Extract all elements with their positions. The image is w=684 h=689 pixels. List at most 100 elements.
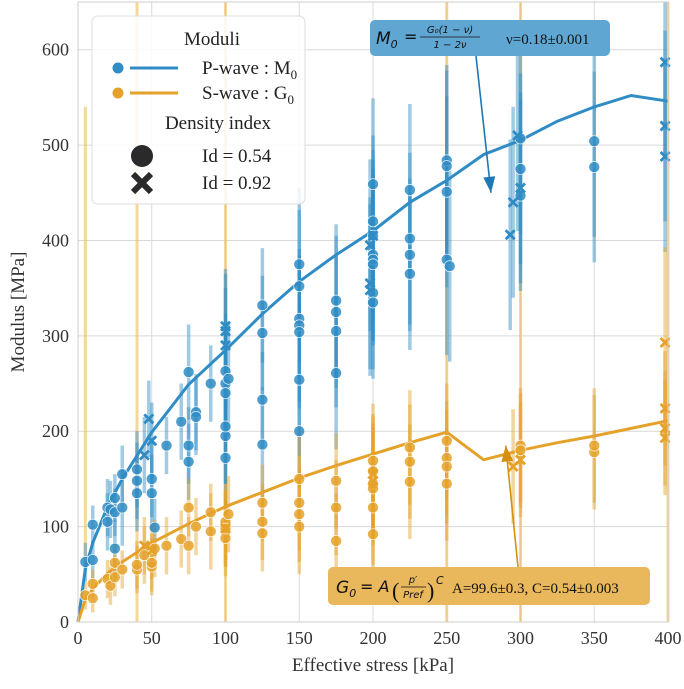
data-point (330, 294, 342, 307)
x-axis-label: Effective stress [kPa] (292, 655, 454, 676)
data-point (182, 501, 195, 514)
p-wave-formula-lhs: M0 (376, 29, 398, 51)
data-point (293, 373, 306, 386)
data-point (256, 516, 269, 528)
x-tick-labels: 0 50 100 150 200 250 300 350 400 (74, 628, 682, 648)
data-point (182, 366, 195, 378)
s-wave-open-paren: ( (392, 578, 399, 603)
legend-circle-marker (131, 145, 153, 167)
data-point (219, 420, 232, 433)
data-point (256, 299, 269, 312)
data-point-x (220, 325, 231, 337)
x-tick-label: 350 (581, 628, 608, 648)
data-point-x (220, 339, 231, 351)
data-point (588, 161, 601, 173)
data-point (256, 496, 269, 509)
data-point (101, 516, 114, 528)
y-tick-label: 0 (60, 612, 69, 632)
s-wave-close-paren: ) (427, 578, 434, 603)
p-wave-formula-eq: = (404, 27, 417, 46)
data-point (109, 492, 121, 504)
data-point (330, 306, 342, 318)
data-point (367, 296, 379, 309)
data-point-x (515, 182, 526, 194)
data-point-x (364, 284, 376, 296)
data-point (330, 475, 342, 487)
data-point (367, 482, 379, 495)
data-point (86, 554, 99, 566)
y-tick-label: 400 (42, 230, 69, 250)
data-point (256, 327, 269, 339)
s-wave-formula-denominator: Pref (403, 590, 424, 601)
data-point (293, 508, 306, 521)
data-point (367, 215, 379, 228)
x-tick-label: 300 (507, 628, 534, 648)
data-point-x (138, 449, 150, 461)
data-point (330, 325, 342, 337)
data-point (86, 518, 99, 531)
data-point (145, 557, 158, 569)
legend-density-title: Density index (165, 113, 272, 134)
data-point (182, 455, 195, 468)
data-point (440, 460, 453, 473)
s-wave-arrow-head (501, 445, 514, 463)
data-point (160, 439, 173, 452)
data-point (443, 260, 456, 273)
p-wave-param-text: ν=0.18±0.001 (506, 32, 589, 48)
p-wave-arrow (475, 55, 492, 193)
data-point (131, 475, 143, 487)
data-point (588, 135, 601, 148)
y-tick-label: 100 (42, 517, 69, 537)
data-point (131, 487, 143, 500)
data-point-x (138, 540, 150, 552)
data-point-x (512, 130, 524, 142)
data-point (116, 563, 129, 576)
x-tick-label: 0 (74, 628, 83, 648)
data-point (404, 455, 416, 468)
s-wave-formula-numerator: p′ (408, 575, 418, 586)
data-point (219, 387, 232, 399)
p-wave-formula-numerator: G₀(1 − ν) (427, 25, 473, 36)
p-wave-formula-denominator: 1 − 2ν (433, 40, 466, 51)
x-tick-label: 100 (212, 628, 239, 648)
data-point (367, 178, 379, 190)
data-point (330, 367, 342, 379)
data-point (256, 393, 269, 406)
p-wave-annotation-box (370, 20, 610, 56)
data-point (330, 535, 342, 547)
data-point-x (143, 413, 155, 425)
data-point (160, 539, 173, 552)
data-point-x (507, 196, 519, 208)
y-tick-labels: 0 100 200 300 400 500 600 (42, 40, 69, 632)
s-wave-annotation: G0 = A ( p′ Pref ) C A=99.6±0.3, C=0.54±… (328, 445, 650, 605)
y-tick-label: 200 (42, 421, 69, 441)
data-point (131, 558, 143, 571)
data-point (256, 527, 269, 540)
data-point (293, 280, 306, 293)
data-point (367, 465, 379, 478)
data-point (138, 549, 151, 562)
data-point (367, 258, 379, 271)
data-point-x (367, 230, 379, 242)
x-tick-label: 50 (143, 628, 161, 648)
fit-line (76, 93, 669, 623)
data-point (404, 248, 416, 261)
data-point (182, 539, 195, 552)
data-point-x (364, 239, 376, 251)
y-tick-label: 600 (42, 40, 69, 60)
data-point (440, 186, 453, 198)
data-point (293, 326, 306, 338)
fit-lines (76, 93, 669, 623)
data-point (293, 520, 306, 533)
legend-x-marker (130, 171, 154, 195)
data-point (404, 441, 416, 454)
legend: Moduli P-wave : M0 S-wave : G0 Density i… (91, 15, 306, 205)
legend-p-wave-label: P-wave : M0 (202, 58, 297, 82)
data-point (145, 473, 158, 485)
data-point (148, 521, 161, 534)
data-point (293, 425, 306, 438)
data-point (204, 506, 217, 519)
data-point-x (146, 435, 158, 447)
